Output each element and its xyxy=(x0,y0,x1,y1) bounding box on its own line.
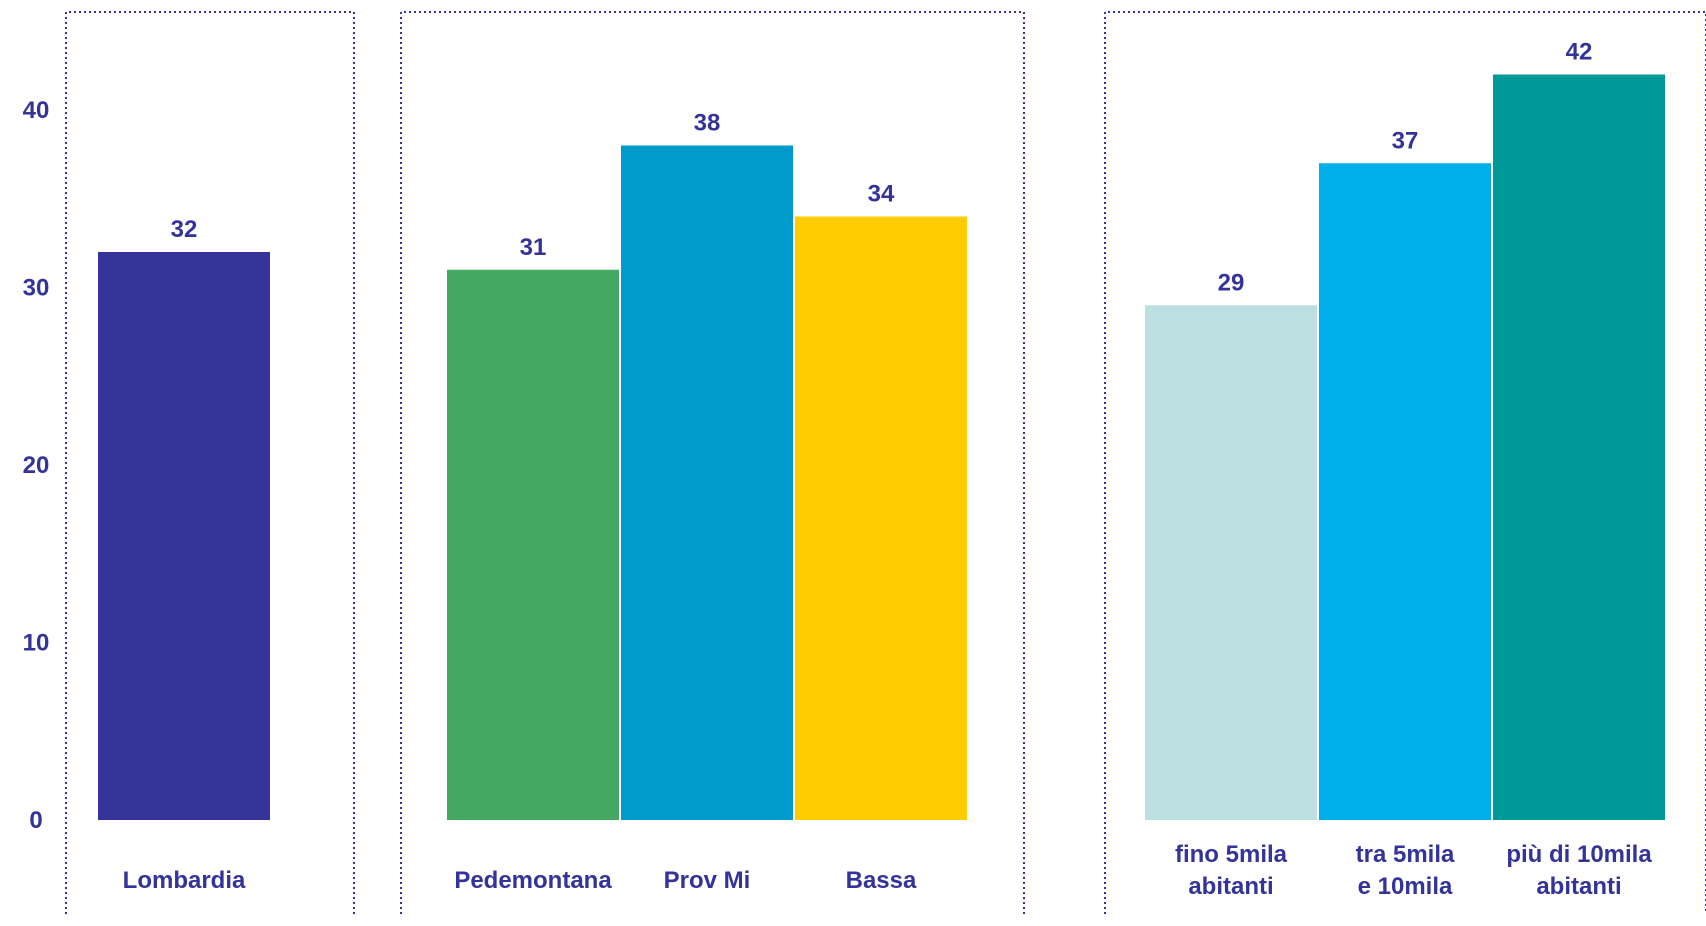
panel-frames xyxy=(65,11,1706,914)
bars xyxy=(98,74,1665,820)
bar xyxy=(1319,163,1491,820)
category-labels: Lombardia Pedemontana Prov Mi Bassa fino 5mi… xyxy=(123,841,1653,900)
value-label: 31 xyxy=(520,234,547,261)
panel-frame-3 xyxy=(1104,11,1706,914)
y-tick-label: 40 xyxy=(23,97,50,124)
bar xyxy=(795,216,967,820)
value-label: 42 xyxy=(1566,39,1593,66)
category-label: abitanti xyxy=(1536,873,1621,900)
value-label: 29 xyxy=(1218,269,1245,296)
value-label: 34 xyxy=(868,181,895,208)
panel-frame-1 xyxy=(65,11,355,914)
category-label: abitanti xyxy=(1188,873,1273,900)
value-labels: 32 31 38 34 29 37 42 xyxy=(171,39,1593,297)
category-label: Prov Mi xyxy=(664,867,751,894)
panel-frame-2 xyxy=(400,11,1025,914)
category-label: più di 10mila xyxy=(1506,841,1652,868)
category-label: e 10mila xyxy=(1358,873,1453,900)
bar xyxy=(621,145,793,820)
bar xyxy=(447,269,619,820)
value-label: 32 xyxy=(171,216,198,243)
y-tick-label: 20 xyxy=(23,452,50,479)
y-tick-label: 30 xyxy=(23,275,50,302)
value-label: 38 xyxy=(694,110,721,137)
y-tick-label: 0 xyxy=(29,807,42,834)
bar xyxy=(1145,305,1317,820)
bar xyxy=(98,252,270,820)
category-label: Pedemontana xyxy=(454,867,612,894)
category-label: tra 5mila xyxy=(1356,841,1455,868)
category-label: Bassa xyxy=(846,867,917,894)
y-tick-label: 10 xyxy=(23,630,50,657)
bar xyxy=(1493,74,1665,820)
category-label: fino 5mila xyxy=(1175,841,1288,868)
value-label: 37 xyxy=(1392,127,1419,154)
category-label: Lombardia xyxy=(123,867,246,894)
y-axis: 0 10 20 30 40 xyxy=(23,97,50,834)
